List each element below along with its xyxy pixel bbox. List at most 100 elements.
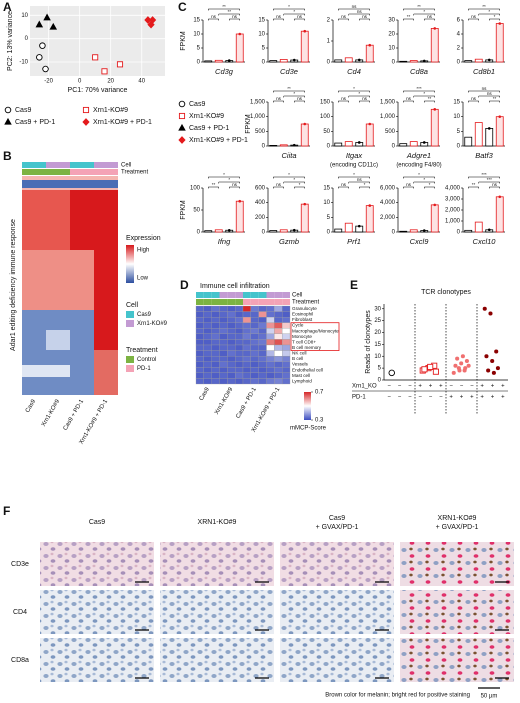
y-tick-label: 10 [258,32,265,38]
heat-cell [250,333,259,340]
sig-bracket [283,95,305,98]
legend-label: PD-1 [137,366,151,372]
y-axis-label: FPKM [180,31,187,51]
table-row-label: Xrn1_KO [352,384,377,390]
table-cell: − [387,384,391,390]
point [92,54,99,61]
heat-cell [219,305,228,312]
sig-label: * [293,9,295,14]
heat-cell [195,355,204,362]
sig-bracket [208,176,240,179]
sig-label: ns [406,182,412,187]
heat-cell [211,305,220,312]
heat-cell [219,378,228,385]
heat-cell [227,361,236,368]
heat-cell [258,372,267,379]
heat-cell [195,328,204,335]
sig-label: ** [482,4,486,9]
heat-cell [195,372,204,379]
y-tick-label: 5 [457,129,461,135]
cell-annotation [22,162,30,168]
sig-bracket [359,18,370,21]
bar [495,23,504,63]
expression-scale [126,245,134,283]
cell-annotation [30,162,38,168]
x-axis-label: PC1: 70% variance [68,87,128,94]
bar [204,230,213,233]
y-tick-label: 10 [193,32,200,38]
heat-cell [235,328,244,335]
sig-label: ns [406,96,412,101]
sig-label: ns [471,14,477,19]
bar-dot [303,29,307,33]
legend-label: Cas9 [137,312,152,318]
gene-label: Cd3e [280,67,298,76]
heat-cell [258,378,267,385]
heat-cell [274,367,283,374]
legend-label: Xrn1-KO#9 + PD-1 [189,137,248,144]
point [39,42,46,49]
bar [344,57,353,63]
sig-label: *** [481,172,487,177]
heat-cell [235,361,244,368]
x-tick-label: -20 [44,79,53,85]
sig-bracket [273,18,284,21]
bar [300,203,309,233]
y-tick-label: 400 [255,200,266,206]
ihc-images [40,542,514,689]
y-tick-label: 20 [388,32,395,38]
bar-dot [433,203,437,207]
table-cell: − [418,395,422,401]
bar-dot [498,195,502,199]
y-tick-label: 4,000 [445,186,461,192]
heat-cell [258,344,267,351]
y-tick-label: 100 [320,114,331,120]
y-tick-label: 1,000 [380,114,396,120]
bar-dot [368,43,372,47]
bar-dot [357,58,361,62]
table-cell: + [501,384,505,390]
heat-cell [242,367,251,374]
treatment-annotation [70,169,78,175]
sig-bracket [413,95,435,98]
heat-cell [203,333,212,340]
cell-annotation [86,162,94,168]
point [494,349,499,354]
heat-cell [266,305,275,312]
bar [334,228,343,233]
heat-cell [235,344,244,351]
heat-cell [274,316,283,323]
sig-bracket [424,100,435,103]
gene-label: Batf3 [475,151,493,160]
sig-label: ns [276,182,282,187]
heat-cell [219,328,228,335]
heatmap-b-body [22,176,118,395]
sig-label: ns [211,14,217,19]
heat-cell [203,350,212,357]
heat-cell [250,350,259,357]
sig-bracket [468,8,500,11]
sig-label: ns [341,96,347,101]
cell-annotation [203,292,212,298]
plot-area [30,6,165,76]
heat-cell [211,311,220,318]
heat-cell [250,378,259,385]
gene-label: Cd4 [347,67,361,76]
cell-annotation [243,292,251,298]
row-label: T cell CD8+ [292,339,316,344]
y-tick-label: 0 [262,230,266,236]
y-tick-label: 0 [392,230,396,236]
sig-label: * [358,91,360,96]
row-label: CD4 [13,609,27,616]
sig-bracket [338,186,349,189]
point [36,54,43,61]
bar-dot [292,228,296,232]
bar [399,143,408,147]
table-cell: + [491,395,495,401]
treatment-annotation [46,169,54,175]
sig-bracket [218,13,240,16]
y-tick-label: 0 [197,230,201,236]
annotation-label: Cell [121,163,131,169]
treatment-annotation [102,169,110,175]
heat-cell [219,311,228,318]
